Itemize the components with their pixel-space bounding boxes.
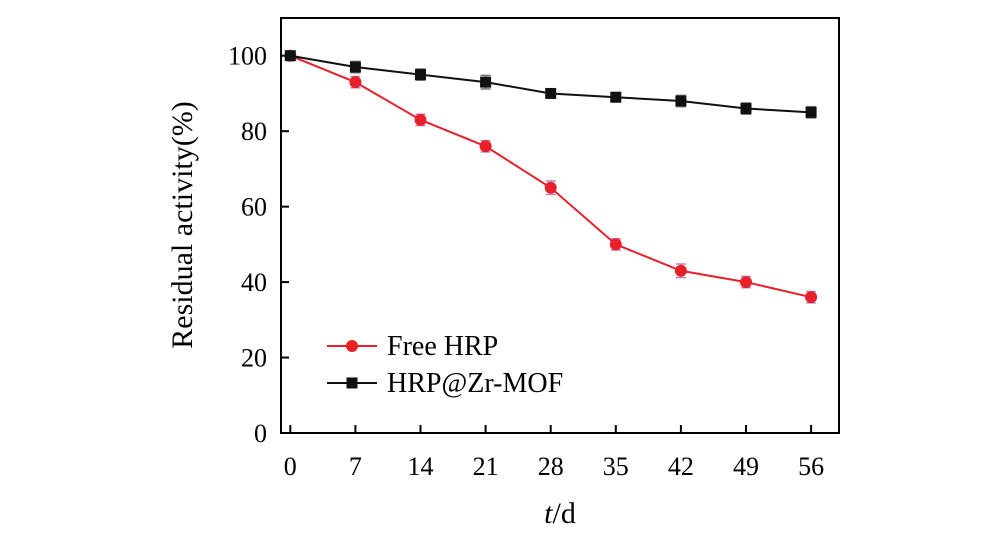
- x-tick-label: 21: [473, 452, 499, 481]
- legend-marker: [346, 377, 358, 389]
- data-point: [674, 264, 687, 277]
- x-tick-label: 0: [284, 452, 297, 481]
- data-point: [675, 95, 687, 107]
- data-point: [284, 50, 296, 62]
- series-line: [290, 54, 812, 114]
- legend: Free HRP HRP@Zr-MOF: [327, 331, 563, 399]
- x-tick-label: 14: [408, 452, 434, 481]
- data-point: [545, 87, 557, 99]
- x-axis-label-italic: t: [544, 497, 553, 530]
- axes: 0 20 40 60 80 100 0 7 14 21 28 35 42 49 56: [228, 42, 824, 481]
- y-tick-label: 100: [228, 42, 267, 71]
- x-tick-label: 35: [603, 452, 629, 481]
- data-point: [609, 238, 622, 251]
- y-axis-label: Residual activity(%): [166, 101, 199, 348]
- y-tick-label: 20: [241, 344, 267, 373]
- x-axis-label: t/d: [544, 497, 576, 530]
- legend-entry: Free HRP: [327, 331, 498, 362]
- x-axis-label-unit: /d: [553, 497, 576, 530]
- x-tick-label: 56: [798, 452, 824, 481]
- x-tick-label: 7: [349, 452, 362, 481]
- y-tick-label: 0: [254, 419, 267, 448]
- y-tick-label: 40: [241, 268, 267, 297]
- y-tick-label: 60: [241, 193, 267, 222]
- legend-label: Free HRP: [387, 331, 498, 362]
- data-point: [349, 61, 361, 73]
- data-point: [740, 276, 752, 289]
- series-layer: [284, 49, 818, 304]
- data-point: [610, 91, 622, 103]
- data-point: [480, 76, 492, 88]
- data-point: [740, 103, 752, 115]
- x-tick-label: 42: [668, 452, 694, 481]
- y-tick-label: 80: [241, 117, 267, 146]
- data-point: [414, 113, 427, 126]
- legend-label: HRP@Zr-MOF: [387, 368, 563, 399]
- data-point: [415, 69, 426, 81]
- data-point: [544, 181, 557, 194]
- series-0: [284, 49, 818, 304]
- data-point: [349, 76, 362, 89]
- data-point: [479, 140, 492, 153]
- data-point: [805, 106, 817, 118]
- series-1: [284, 50, 817, 119]
- data-point: [805, 291, 818, 304]
- x-tick-label: 28: [538, 452, 564, 481]
- plot-frame: [280, 17, 840, 434]
- legend-entry: HRP@Zr-MOF: [327, 368, 563, 399]
- x-tick-label: 49: [733, 452, 759, 481]
- legend-marker: [346, 340, 358, 352]
